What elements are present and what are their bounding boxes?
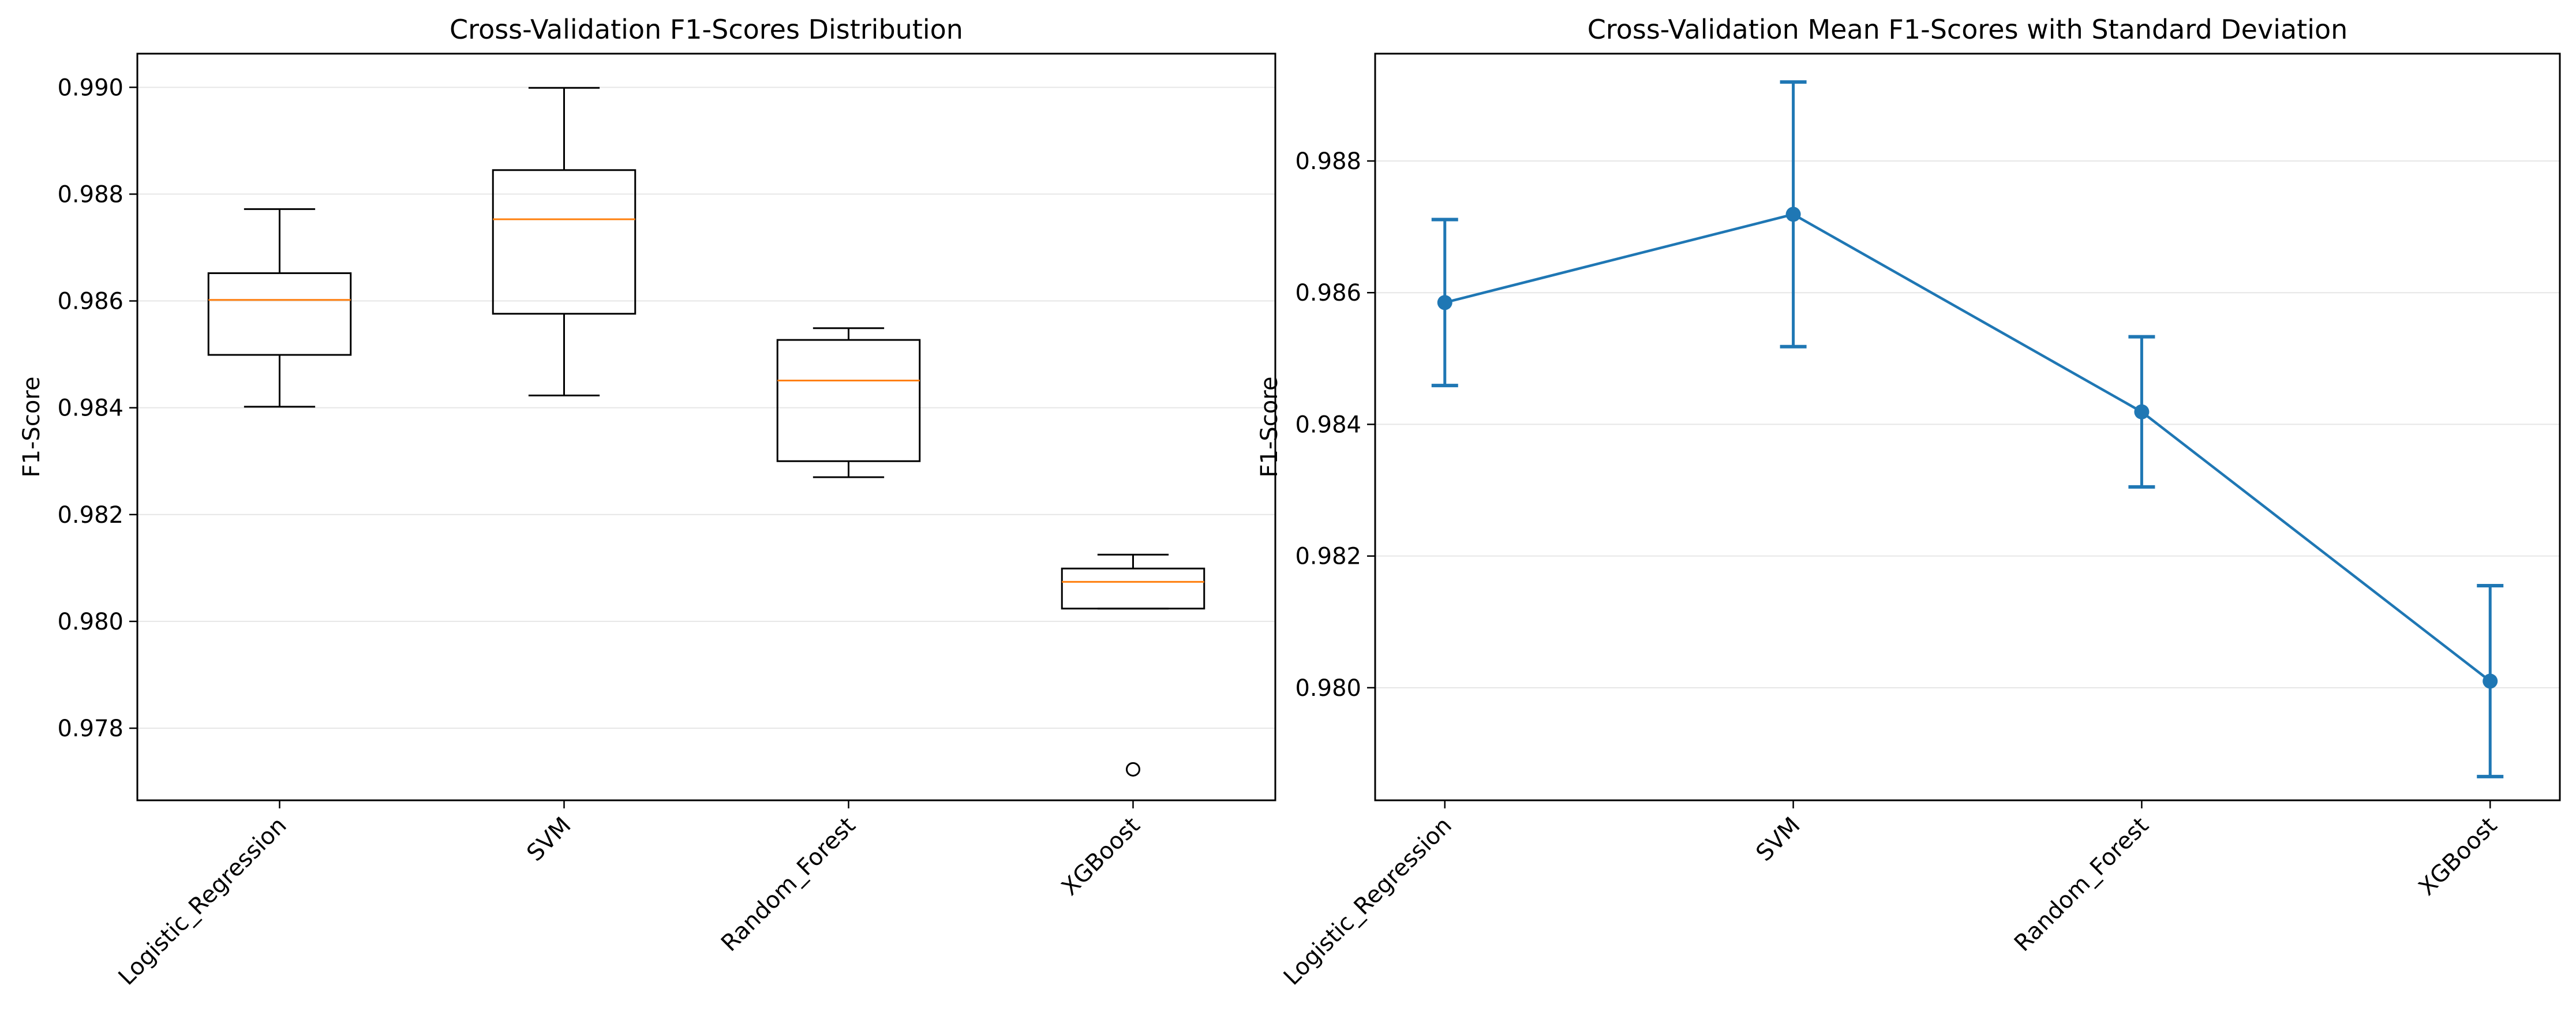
y-tick-label: 0.988 <box>57 181 123 208</box>
chart-panel-1: 0.978 0.980 0.982 0.984 0.986 0.988 0.990 Logis… <box>18 14 1276 991</box>
y-tick-label: 0.990 <box>57 74 123 101</box>
x-tick-label: SVM <box>522 812 576 867</box>
y-tick-label: 0.982 <box>57 502 123 529</box>
y-tick-label: 0.988 <box>1295 148 1361 175</box>
box-body <box>207 272 352 356</box>
y-tick-label: 0.984 <box>1295 411 1361 438</box>
x-tick-label: XGBoost <box>2414 812 2503 901</box>
y-axis-label: F1-Score <box>1256 377 1283 478</box>
x-tick-label: SVM <box>1751 812 1805 867</box>
x-tick-label: XGBoost <box>1057 812 1145 901</box>
mean-point <box>1785 207 1801 222</box>
y-tick-label: 0.982 <box>1295 544 1361 570</box>
box-XGBoost <box>1061 553 1205 777</box>
x-tick-label: Random_Forest <box>716 812 861 957</box>
chart-title: Cross-Validation Mean F1-Scores with Sta… <box>1587 14 2348 45</box>
mean-point <box>2134 404 2150 419</box>
outlier-point <box>1126 762 1140 777</box>
errorbar-SVM <box>1780 80 1807 349</box>
x-tick-label: Random_Forest <box>2009 812 2154 957</box>
errorbar-Logistic_Regression <box>1431 218 1458 388</box>
box-body <box>776 339 921 462</box>
mean-point <box>1437 295 1452 310</box>
chart-title: Cross-Validation F1-Scores Distribution <box>450 14 963 45</box>
box-Logistic_Regression <box>207 208 352 408</box>
y-axis-label: F1-Score <box>18 377 45 478</box>
x-tick-label: Logistic_Regression <box>114 812 292 991</box>
axes-frame <box>136 53 1276 801</box>
y-tick-label: 0.986 <box>57 289 123 315</box>
errorbar-XGBoost <box>2477 584 2504 778</box>
y-tick-label: 0.984 <box>57 395 123 422</box>
y-tick-label: 0.978 <box>57 715 123 742</box>
y-tick-label: 0.986 <box>1295 280 1361 306</box>
mean-line <box>1444 213 2491 683</box>
box-body <box>492 169 636 315</box>
box-Random_Forest <box>776 327 921 478</box>
box-body <box>1061 567 1205 610</box>
x-tick-label: Logistic_Regression <box>1279 812 1457 991</box>
box-SVM <box>492 87 636 396</box>
mean-point <box>2483 673 2498 689</box>
y-tick-label: 0.980 <box>57 609 123 635</box>
chart-panel-2: 0.980 0.982 0.984 0.986 0.988 Logistic_Regres… <box>1256 14 2561 991</box>
axes-frame <box>1374 53 2561 801</box>
y-tick-label: 0.980 <box>1295 675 1361 702</box>
errorbar-Random_Forest <box>2128 335 2155 489</box>
